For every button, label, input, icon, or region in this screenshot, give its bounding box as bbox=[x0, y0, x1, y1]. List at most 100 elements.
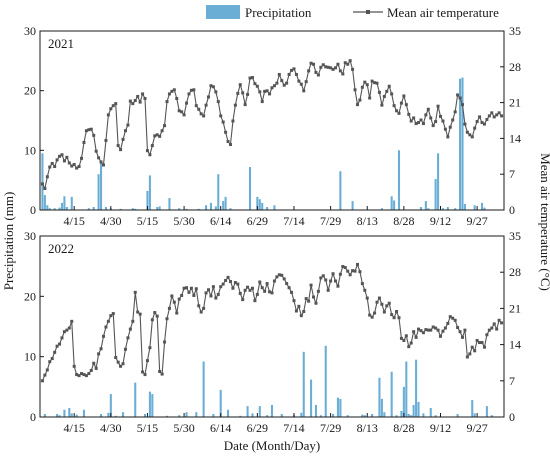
temperature-point bbox=[497, 111, 501, 115]
temperature-point bbox=[187, 290, 191, 294]
temp-tick-label: 7 bbox=[509, 374, 515, 388]
temperature-point bbox=[331, 67, 335, 71]
temperature-point bbox=[40, 182, 44, 186]
temperature-point bbox=[453, 110, 457, 114]
temperature-point bbox=[224, 130, 228, 134]
temperature-point bbox=[248, 288, 252, 292]
legend: Precipitation Mean air temperature bbox=[206, 5, 499, 20]
precip-bar bbox=[380, 398, 383, 417]
precip-bar bbox=[390, 371, 393, 417]
temperature-point bbox=[248, 76, 252, 80]
x-tick-label: 7/14 bbox=[283, 421, 304, 435]
x-tick-label: 4/30 bbox=[100, 214, 121, 228]
precip-bar bbox=[227, 409, 230, 417]
temperature-point bbox=[280, 273, 284, 277]
temperature-point bbox=[145, 359, 149, 363]
temperature-point bbox=[60, 336, 64, 340]
temperature-point bbox=[492, 115, 496, 119]
precip-bar bbox=[400, 410, 403, 417]
temperature-point bbox=[451, 118, 455, 122]
temperature-point bbox=[470, 345, 474, 349]
temperature-point bbox=[294, 309, 298, 313]
temperature-point bbox=[473, 126, 477, 130]
temperature-point bbox=[421, 331, 425, 335]
temperature-point bbox=[163, 340, 167, 344]
temperature-point bbox=[80, 156, 84, 160]
precip-bar bbox=[205, 205, 208, 210]
temperature-point bbox=[387, 301, 391, 305]
precip-bar bbox=[248, 167, 252, 210]
temperature-point bbox=[250, 76, 254, 80]
temperature-point bbox=[500, 321, 504, 325]
temperature-point bbox=[185, 286, 189, 290]
temperature-point bbox=[495, 327, 499, 331]
temperature-point bbox=[448, 315, 452, 319]
precip-bar bbox=[454, 208, 457, 210]
temperature-point bbox=[121, 137, 125, 141]
temperature-point bbox=[126, 336, 130, 340]
temperature-point bbox=[277, 72, 281, 76]
temperature-point bbox=[143, 373, 147, 377]
temperature-point bbox=[338, 69, 342, 73]
precip-bar bbox=[107, 412, 110, 417]
temperature-point bbox=[194, 287, 198, 291]
temperature-point bbox=[233, 103, 237, 107]
temperature-point bbox=[177, 109, 181, 113]
temperature-point bbox=[480, 341, 484, 345]
temperature-point bbox=[48, 165, 52, 169]
temperature-point bbox=[138, 312, 142, 316]
precip-bar bbox=[41, 153, 44, 210]
temperature-point bbox=[417, 327, 421, 331]
temperature-point bbox=[475, 120, 479, 124]
temperature-point bbox=[487, 114, 491, 118]
temperature-point bbox=[426, 328, 430, 332]
temperature-point bbox=[136, 310, 140, 314]
temperature-point bbox=[458, 330, 462, 334]
temperature-point bbox=[111, 312, 115, 316]
temperature-point bbox=[285, 81, 289, 85]
temperature-point bbox=[65, 328, 69, 332]
precip-bar bbox=[393, 200, 396, 210]
temperature-point bbox=[160, 372, 164, 376]
temperature-point bbox=[365, 296, 369, 300]
precip-bar bbox=[417, 401, 420, 417]
temperature-point bbox=[373, 81, 377, 85]
temperature-point bbox=[348, 59, 352, 63]
temperature-point bbox=[282, 83, 286, 87]
temperature-point bbox=[326, 65, 330, 69]
temperature-point bbox=[297, 79, 301, 83]
temp-tick-label: 21 bbox=[509, 301, 521, 315]
temperature-point bbox=[473, 349, 477, 353]
temperature-point bbox=[202, 114, 206, 118]
panel-2022: 0 10 20 30 0 7 14 21 28 35 4/15 4/30 5/15 5/30 6/14 6/2… bbox=[24, 229, 521, 435]
plot-frame bbox=[39, 235, 505, 418]
precip-bar bbox=[251, 413, 254, 417]
temperature-point bbox=[204, 291, 208, 295]
temperature-point bbox=[253, 82, 257, 86]
precip-bar bbox=[222, 201, 225, 210]
temperature-point bbox=[307, 69, 311, 73]
temperature-point bbox=[199, 112, 203, 116]
temperature-point bbox=[141, 92, 145, 96]
temp-tick-label: 14 bbox=[509, 131, 521, 145]
precip-bar bbox=[273, 205, 276, 210]
temperature-point bbox=[439, 334, 443, 338]
temperature-point bbox=[390, 92, 394, 96]
x-tick-label: 9/12 bbox=[430, 214, 451, 228]
precip-bar bbox=[100, 162, 103, 210]
temperature-point bbox=[58, 342, 62, 346]
precip-bar bbox=[195, 412, 198, 417]
temperature-point bbox=[441, 119, 445, 123]
temperature-point bbox=[324, 65, 328, 69]
temperature-point bbox=[263, 289, 267, 293]
temperature-point bbox=[382, 310, 386, 314]
temperature-point bbox=[399, 336, 403, 340]
temperature-point bbox=[109, 107, 113, 111]
temperature-point bbox=[87, 372, 91, 376]
temperature-point bbox=[228, 143, 232, 147]
temperature-point bbox=[99, 347, 103, 351]
precip-bar bbox=[46, 205, 49, 210]
precip-bar bbox=[134, 382, 137, 417]
precip-bar bbox=[383, 412, 386, 417]
temperature-point bbox=[370, 79, 374, 83]
